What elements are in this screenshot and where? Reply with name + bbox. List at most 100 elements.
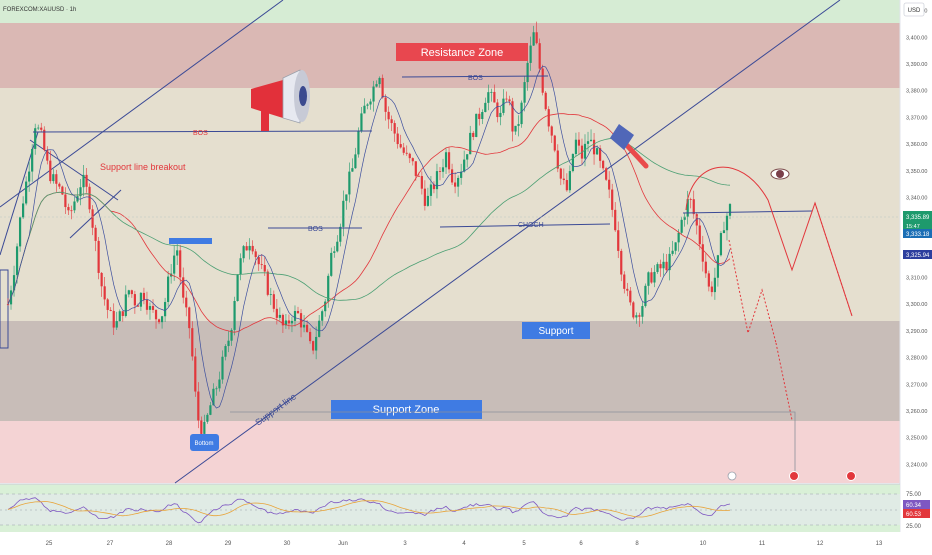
candle-body (67, 207, 70, 211)
bottom-label[interactable]: Bottom (190, 434, 219, 451)
candle-body (296, 310, 300, 314)
candle-body (173, 255, 176, 274)
candle-body (360, 113, 363, 132)
time-axis[interactable] (0, 532, 900, 550)
price-axis[interactable] (900, 0, 932, 550)
candle-body (318, 320, 321, 337)
candle-body (620, 250, 623, 275)
candle-body (345, 194, 348, 201)
price-tick-label: 3,260.00 (906, 409, 927, 415)
candle-body (499, 112, 502, 118)
candle-body (233, 300, 236, 330)
candle-body (710, 286, 713, 293)
candle-body (559, 168, 562, 179)
candle-body (55, 174, 58, 184)
candle-body (692, 199, 695, 215)
candle-body (302, 324, 306, 328)
price-axis-ticks: 3,410.003,400.003,390.003,380.003,370.00… (906, 9, 927, 469)
candle-body (586, 141, 590, 144)
price-tag-ema[interactable]: 3,333.18 (903, 229, 932, 238)
candle-body (130, 290, 133, 295)
candle-body (324, 301, 327, 312)
rsi-tag-2[interactable]: 60.53 (903, 509, 930, 518)
event-icon-1[interactable] (727, 471, 737, 481)
candle-body (287, 320, 291, 324)
currency-button[interactable]: USD (903, 2, 925, 17)
candle-body (463, 159, 466, 172)
candle-body (707, 273, 710, 287)
time-tick-label: 30 (284, 541, 291, 547)
candle-body (429, 184, 433, 196)
candle-body (577, 139, 581, 146)
rsi-tick-75: 75.00 (906, 492, 922, 498)
candle-body (568, 171, 571, 191)
time-tick-label: 10 (700, 541, 707, 547)
candle-body (64, 194, 67, 208)
candle-body (535, 32, 538, 44)
candle-body (34, 128, 37, 149)
candle-body (354, 154, 357, 169)
candle-body (248, 245, 251, 251)
choch-line (439, 223, 611, 228)
candle-body (315, 336, 318, 351)
candle-body (493, 91, 496, 103)
candle-body (523, 82, 526, 103)
candle-body (595, 148, 599, 155)
candle-body (438, 171, 442, 172)
candle-body (15, 246, 19, 276)
time-tick-label: 8 (635, 541, 639, 547)
candle-body (472, 132, 475, 137)
candle-body (236, 274, 239, 301)
candle-body (502, 98, 505, 113)
candle-body (689, 199, 692, 200)
price-tick-label: 3,400.00 (906, 35, 927, 41)
svg-text:Resistance Zone: Resistance Zone (421, 47, 504, 59)
bos-line-3 (401, 75, 549, 78)
candle-body (647, 272, 650, 286)
candle-body (245, 246, 248, 251)
resistance-zone-label[interactable]: Resistance Zone (396, 43, 528, 61)
candle-body (188, 307, 191, 329)
candle-body (641, 306, 644, 317)
candle-body (390, 119, 393, 124)
support-label[interactable]: Support (522, 322, 590, 339)
candle-body (321, 311, 324, 321)
candle-body (417, 175, 420, 177)
candle-body (18, 217, 22, 247)
support-zone-label[interactable]: Support Zone (331, 400, 482, 419)
candle-body (378, 77, 381, 85)
candle-body (79, 187, 82, 197)
rsi-tag-1[interactable]: 60.34 (903, 500, 930, 509)
candle-body (269, 294, 272, 296)
candle-body (142, 292, 146, 300)
candle-body (402, 147, 405, 153)
price-tag-slow[interactable]: 3,325.94 (903, 250, 932, 259)
candle-body (278, 314, 281, 318)
candle-body (414, 161, 417, 176)
flag-icon-1[interactable] (789, 471, 799, 481)
candle-body (6, 304, 10, 306)
time-tick-label: 5 (522, 541, 526, 547)
candlestick-series (6, 21, 732, 439)
svg-text:Support Zone: Support Zone (373, 404, 440, 416)
price-tag-current[interactable]: 3,335.89 15:47 (903, 211, 932, 232)
candle-body (605, 168, 608, 180)
candle-body (629, 290, 632, 303)
flag-icon-2[interactable] (846, 471, 856, 481)
svg-text:3,333.18: 3,333.18 (906, 232, 930, 238)
candle-body (674, 242, 677, 251)
candle-body (212, 388, 215, 406)
candle-body (632, 302, 635, 318)
candle-body (387, 111, 390, 120)
candle-body (695, 214, 698, 226)
bos-label-2: BOS (308, 226, 323, 233)
projection-dotted-1 (728, 239, 777, 344)
candle-body (526, 62, 529, 83)
time-tick-label: 12 (817, 541, 824, 547)
candle-body (671, 250, 674, 254)
candle-body (197, 391, 200, 421)
price-tick-label: 3,240.00 (906, 462, 927, 468)
candle-body (37, 127, 40, 129)
candle-body (94, 227, 97, 241)
